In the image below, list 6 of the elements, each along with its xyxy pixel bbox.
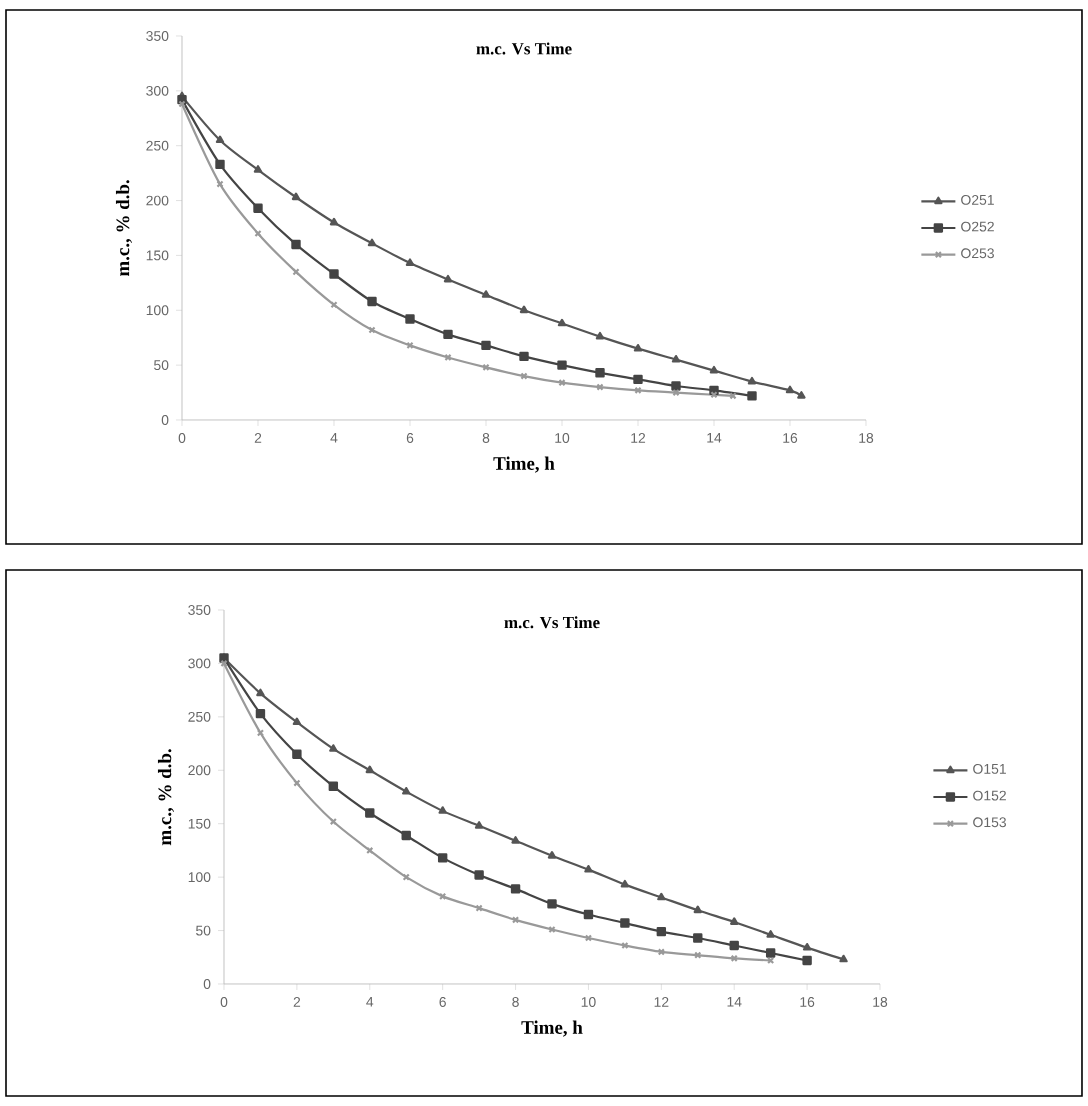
y-axis-title: m.c., % d.b. — [157, 749, 175, 846]
x-axis-title: Time, h — [521, 1020, 583, 1037]
y-axis-title: m.c., % d.b. — [115, 180, 133, 277]
chart-title: m.c. Vs Time — [476, 42, 572, 55]
x-axis-title: Time, h — [493, 456, 555, 473]
chart-title: m.c. Vs Time — [504, 616, 600, 629]
